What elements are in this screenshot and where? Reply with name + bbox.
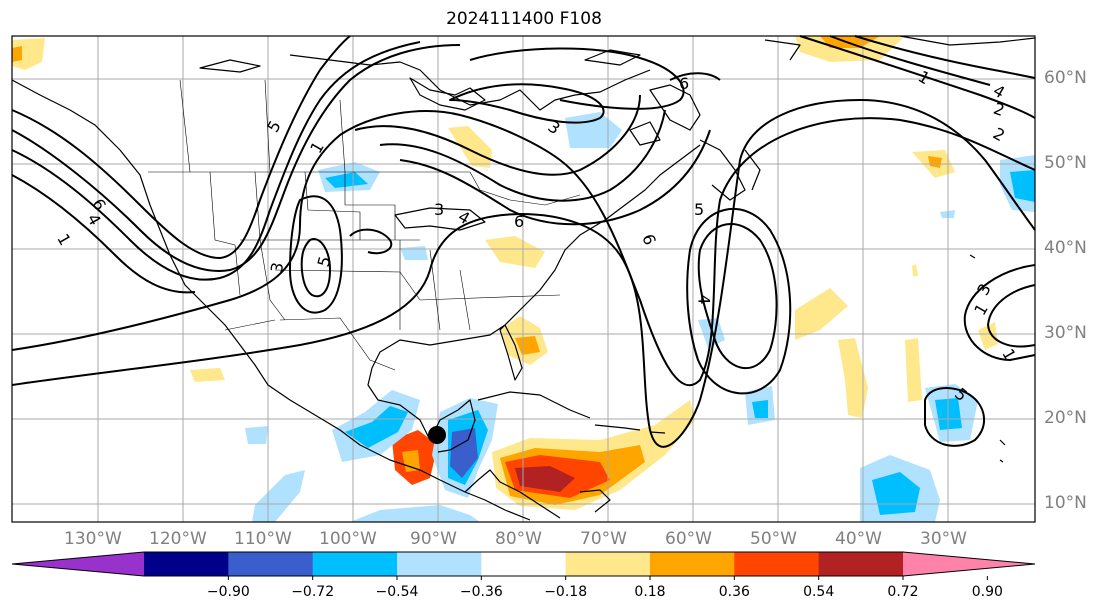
contour-label: 6 (679, 74, 690, 93)
colorbar-arrow-low (12, 552, 144, 576)
map-title: 2024111400 F108 (446, 9, 602, 29)
colorbar-tick-label: 0.72 (887, 584, 919, 600)
colorbar-outline (11, 551, 1036, 577)
lat-label-40n: 40°N (1044, 238, 1087, 258)
lon-label-80w: 80°W (495, 529, 542, 549)
colorbar-tick-label: 0.90 (971, 584, 1003, 600)
colorbar-segment (565, 552, 651, 576)
contour-label: 4 (694, 294, 714, 305)
graticule (12, 36, 1035, 522)
coastlines (11, 35, 1036, 521)
colorbar-tick-label: −0.72 (291, 584, 335, 600)
lat-label-20n: 20°N (1044, 408, 1087, 428)
contour-label: 3 (434, 200, 445, 219)
lon-label-40w: 40°W (835, 529, 882, 549)
lat-label-30n: 30°N (1044, 323, 1087, 343)
colorbar-segment (818, 552, 904, 576)
lon-label-30w: 30°W (920, 529, 967, 549)
colorbar-tick-label: −0.36 (459, 584, 503, 600)
storm-marker (428, 426, 446, 444)
colorbar-tick-label: 0.54 (803, 584, 835, 600)
lon-label-70w: 70°W (580, 529, 627, 549)
contour-label: 6 (514, 212, 525, 231)
lon-label-50w: 50°W (750, 529, 797, 549)
colorbar-segment (228, 552, 314, 576)
colorbar-segment (397, 552, 482, 576)
colorbar-segment (734, 552, 820, 576)
colorbar-tick-label: −0.18 (544, 584, 588, 600)
colorbar-arrow-high (903, 552, 1035, 576)
lat-label-10n: 10°N (1044, 493, 1087, 513)
contour-label: 5 (694, 200, 705, 219)
lon-label-100w: 100°W (319, 529, 377, 549)
lat-label-50n: 50°N (1044, 153, 1087, 173)
map-frame (11, 35, 1036, 523)
colorbar (11, 551, 1036, 580)
lon-label-60w: 60°W (665, 529, 712, 549)
lon-label-130w: 130°W (64, 529, 122, 549)
negative-anomaly-fills (245, 112, 1035, 522)
colorbar-tick-label: −0.54 (375, 584, 419, 600)
contour-lines (11, 35, 1036, 448)
colorbar-segment (312, 552, 398, 576)
colorbar-segment (144, 552, 229, 576)
colorbar-segment (481, 552, 567, 576)
lat-label-60n: 60°N (1044, 68, 1087, 88)
lon-label-120w: 120°W (149, 529, 207, 549)
colorbar-tick-label: −0.90 (206, 584, 250, 600)
map-panel (11, 35, 1036, 523)
colorbar-tick-label: 0.36 (718, 584, 750, 600)
lon-label-90w: 90°W (410, 529, 457, 549)
colorbar-tick-label: 0.18 (634, 584, 666, 600)
lon-label-110w: 110°W (234, 529, 292, 549)
colorbar-segment (650, 552, 735, 576)
